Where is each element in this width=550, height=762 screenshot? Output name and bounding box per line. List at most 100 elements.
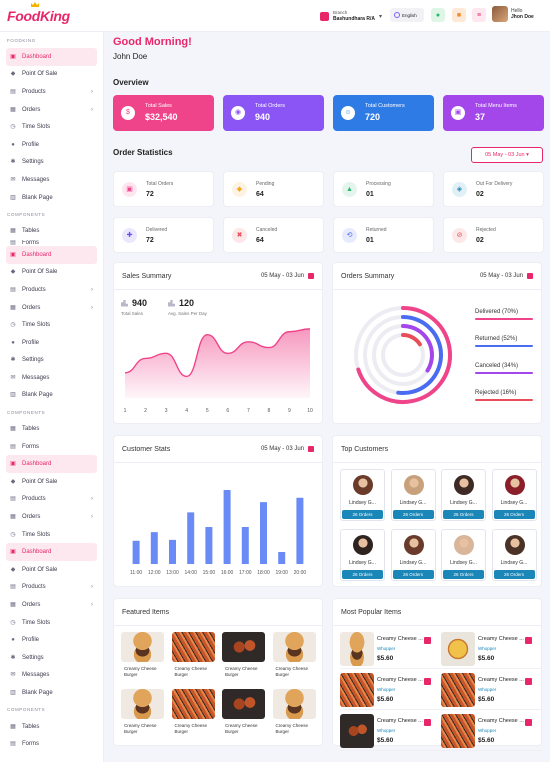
sidebar-item-messages[interactable]: ✉ Messages bbox=[6, 171, 97, 189]
featured-item[interactable]: Creamy Cheese Burger bbox=[171, 632, 215, 679]
customer-card[interactable]: Lindsey G... 26 Orders bbox=[340, 469, 385, 521]
user-menu[interactable]: Hello Jhon Doe bbox=[492, 6, 534, 22]
sidebar-item-forms[interactable]: ▤ Forms bbox=[6, 240, 97, 246]
featured-item[interactable]: Creamy Cheese Burger bbox=[222, 632, 265, 679]
featured-item[interactable]: Creamy Cheese Burger bbox=[272, 632, 316, 679]
order-stat-card[interactable]: ⟲ Returned 01 bbox=[333, 217, 434, 253]
divider bbox=[441, 750, 542, 751]
sidebar-item-profile[interactable]: ● Profile bbox=[6, 334, 97, 352]
orders-icon: ▦ bbox=[10, 514, 16, 521]
featured-item[interactable]: Creamy Cheese Burger bbox=[222, 689, 265, 736]
popular-item[interactable]: Creamy Cheese ... Whopper $5.60 bbox=[340, 632, 441, 669]
app-logo[interactable]: FoodKing bbox=[7, 2, 70, 24]
featured-item[interactable]: Creamy Cheese Burger bbox=[121, 632, 164, 679]
sidebar-item-forms[interactable]: ▤ Forms bbox=[6, 735, 97, 753]
order-stat-card[interactable]: ⊘ Rejected 02 bbox=[443, 217, 544, 253]
featured-item[interactable]: Creamy Cheese Burger bbox=[121, 689, 164, 736]
sidebar-item-blank-page[interactable]: ▥ Blank Page bbox=[6, 387, 97, 405]
sidebar-item-dashboard[interactable]: ▣ Dashboard bbox=[6, 543, 97, 562]
branch-selector[interactable]: Branch Bashundhara R/A ▾ bbox=[320, 8, 382, 24]
popular-item[interactable]: Creamy Cheese ... Whopper $5.60 bbox=[441, 632, 542, 669]
popular-item[interactable]: Creamy Cheese ... Whopper $5.60 bbox=[340, 714, 441, 751]
customer-card[interactable]: Lindsey G... 26 Orders bbox=[390, 469, 436, 521]
order-stat-card[interactable]: ▣ Total Orders 72 bbox=[113, 171, 214, 207]
date-range-picker[interactable]: 05 May - 03 Jun ▾ bbox=[471, 147, 543, 163]
sidebar-item-products[interactable]: ▤ Products › bbox=[6, 281, 97, 299]
cart-icon[interactable] bbox=[525, 637, 532, 644]
cart-icon[interactable] bbox=[424, 637, 431, 644]
popular-item[interactable]: Creamy Cheese ... Whopper $5.60 bbox=[441, 714, 542, 751]
customer-bar-chart: 11:00 12:00 13:00 14:00 15:00 16:00 17:00 18:00… bbox=[130, 490, 306, 576]
order-stat-card[interactable]: ✚ Delivered 72 bbox=[113, 217, 214, 253]
overview-card[interactable]: ◉ Total Orders 940 bbox=[223, 95, 324, 131]
sidebar-item-point-of-sale[interactable]: ◆ Point Of Sale bbox=[6, 561, 97, 579]
featured-item[interactable]: Creamy Cheese Burger bbox=[171, 689, 215, 736]
sidebar-item-time-slots[interactable]: ◷ Time Slots bbox=[6, 316, 97, 334]
sidebar-item-settings[interactable]: ✱ Settings bbox=[6, 352, 97, 370]
sidebar-item-dashboard[interactable]: ▣ Dashboard bbox=[6, 455, 97, 474]
cart-icon[interactable] bbox=[424, 719, 431, 726]
sidebar-item-point-of-sale[interactable]: ◆ Point Of Sale bbox=[6, 473, 97, 491]
sidebar-item-products[interactable]: ▤ Products › bbox=[6, 491, 97, 509]
featured-item-name: Creamy Cheese Burger bbox=[225, 723, 258, 734]
sidebar-item-orders[interactable]: ▦ Orders › bbox=[6, 508, 97, 526]
sidebar-item-blank-page[interactable]: ▥ Blank Page bbox=[6, 189, 97, 207]
sidebar-item-products[interactable]: ▤ Products › bbox=[6, 83, 97, 101]
popular-item[interactable]: Creamy Cheese ... Whopper $5.60 bbox=[340, 673, 441, 710]
sidebar-item-profile[interactable]: ● Profile bbox=[6, 136, 97, 154]
point-of-sale-icon: ◆ bbox=[10, 566, 16, 573]
cart-icon[interactable] bbox=[525, 719, 532, 726]
sidebar-item-profile[interactable]: ● Profile bbox=[6, 631, 97, 649]
sidebar-item-forms[interactable]: ▤ Forms bbox=[6, 438, 97, 456]
menu-button[interactable]: ≡ bbox=[472, 8, 486, 22]
sidebar-item-settings[interactable]: ✱ Settings bbox=[6, 154, 97, 172]
sidebar-item-orders[interactable]: ▦ Orders › bbox=[6, 299, 97, 317]
sidebar-item-orders[interactable]: ▦ Orders › bbox=[6, 101, 97, 119]
order-stat-card[interactable]: ◆ Pending 64 bbox=[223, 171, 324, 207]
sidebar-item-blank-page[interactable]: ▥ Blank Page bbox=[6, 684, 97, 702]
calendar-icon[interactable] bbox=[527, 273, 533, 279]
sidebar-item-messages[interactable]: ✉ Messages bbox=[6, 667, 97, 685]
cart-icon[interactable] bbox=[424, 678, 431, 685]
chevron-right-icon: › bbox=[91, 88, 93, 95]
sidebar-item-tables[interactable]: ▦ Tables bbox=[6, 222, 97, 240]
popular-item[interactable]: Creamy Cheese ... Whopper $5.60 bbox=[441, 673, 542, 710]
pos-button[interactable]: ● bbox=[431, 8, 445, 22]
customer-card[interactable]: Lindsey G... 26 Orders bbox=[441, 529, 486, 581]
sidebar-item-tables[interactable]: ▦ Tables bbox=[6, 420, 97, 438]
sidebar-item-products[interactable]: ▤ Products › bbox=[6, 579, 97, 597]
order-stat-card[interactable]: ▲ Processing 01 bbox=[333, 171, 434, 207]
cart-icon[interactable] bbox=[525, 678, 532, 685]
calendar-icon[interactable] bbox=[308, 273, 314, 279]
crown-icon bbox=[31, 2, 39, 7]
customer-card[interactable]: Lindsey G... 26 Orders bbox=[441, 469, 486, 521]
customer-card[interactable]: Lindsey G... 26 Orders bbox=[491, 529, 537, 581]
notification-button[interactable]: ■ bbox=[452, 8, 466, 22]
language-selector[interactable]: English bbox=[390, 8, 424, 22]
featured-item[interactable]: Creamy Cheese Burger bbox=[272, 689, 316, 736]
overview-card[interactable]: ☺ Total Customers 720 bbox=[333, 95, 434, 131]
sidebar-item-point-of-sale[interactable]: ◆ Point Of Sale bbox=[6, 66, 97, 84]
order-stat-card[interactable]: ✖ Canceled 64 bbox=[223, 217, 324, 253]
overview-card[interactable]: $ Total Sales $32,540 bbox=[113, 95, 214, 131]
menu-icon: ≡ bbox=[476, 11, 482, 19]
divider bbox=[340, 709, 441, 710]
sidebar-item-messages[interactable]: ✉ Messages bbox=[6, 369, 97, 387]
sidebar-item-settings[interactable]: ✱ Settings bbox=[6, 649, 97, 667]
popular-item-name: Creamy Cheese ... bbox=[478, 718, 524, 724]
sidebar-item-tables[interactable]: ▦ Tables bbox=[6, 718, 97, 736]
sidebar-item-point-of-sale[interactable]: ◆ Point Of Sale bbox=[6, 264, 97, 282]
customer-card[interactable]: Lindsey G... 26 Orders bbox=[491, 469, 537, 521]
sidebar-item-dashboard[interactable]: ▣ Dashboard bbox=[6, 48, 97, 66]
sidebar-item-dashboard[interactable]: ▣ Dashboard bbox=[6, 245, 97, 264]
sidebar-item-orders[interactable]: ▦ Orders › bbox=[6, 596, 97, 614]
sidebar-item-time-slots[interactable]: ◷ Time Slots bbox=[6, 118, 97, 136]
order-stat-card[interactable]: ◈ Out For Delivery 02 bbox=[443, 171, 544, 207]
profile-icon: ● bbox=[11, 339, 15, 346]
calendar-icon[interactable] bbox=[308, 446, 314, 452]
customer-card[interactable]: Lindsey G... 26 Orders bbox=[340, 529, 385, 581]
customer-card[interactable]: Lindsey G... 26 Orders bbox=[390, 529, 436, 581]
overview-card[interactable]: ▣ Total Menu Items 37 bbox=[443, 95, 544, 131]
sidebar-item-time-slots[interactable]: ◷ Time Slots bbox=[6, 614, 97, 632]
sidebar-item-time-slots[interactable]: ◷ Time Slots bbox=[6, 526, 97, 544]
